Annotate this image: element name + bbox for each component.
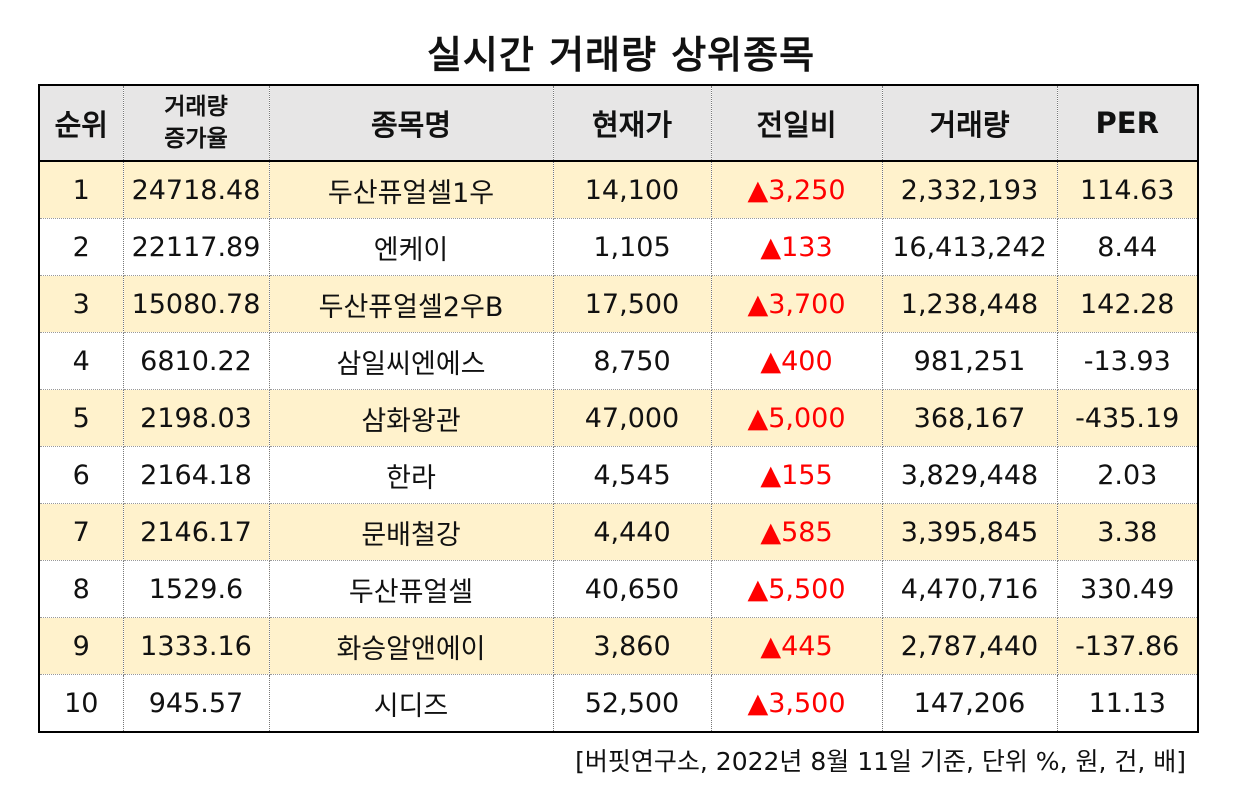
cell-stock-name: 한라: [268, 446, 554, 504]
cell-volume: 16,413,242: [881, 218, 1058, 276]
cell-current-price: 4,545: [552, 446, 712, 504]
cell-rank: 3: [38, 275, 124, 333]
cell-rank: 4: [38, 332, 124, 390]
cell-per: 142.28: [1056, 275, 1199, 333]
source-note: [버핏연구소, 2022년 8월 11일 기준, 단위 %, 원, 건, 배]: [575, 747, 1186, 776]
cell-change: ▲3,700: [710, 275, 883, 333]
cell-change: ▲3,500: [710, 674, 883, 733]
cell-stock-name: 화승알앤에이: [268, 617, 554, 675]
cell-current-price: 8,750: [552, 332, 712, 390]
cell-volume: 147,206: [881, 674, 1058, 733]
table-row: 4 6810.22 삼일씨엔에스 8,750 ▲400 981,251 -13.93: [38, 332, 1199, 390]
header-rate-line1: 거래량: [164, 94, 228, 120]
table-row: 5 2198.03 삼화왕관 47,000 ▲5,000 368,167 -435.19: [38, 389, 1199, 447]
cell-volume: 2,332,193: [881, 161, 1058, 219]
table-row: 10 945.57 시디즈 52,500 ▲3,500 147,206 11.13: [38, 674, 1199, 733]
cell-current-price: 4,440: [552, 503, 712, 561]
cell-volume-increase-rate: 2198.03: [122, 389, 270, 447]
header-rank: 순위: [38, 85, 124, 162]
cell-stock-name: 문배철강: [268, 503, 554, 561]
cell-current-price: 17,500: [552, 275, 712, 333]
cell-stock-name: 삼일씨엔에스: [268, 332, 554, 390]
cell-volume: 1,238,448: [881, 275, 1058, 333]
cell-volume-increase-rate: 15080.78: [122, 275, 270, 333]
cell-volume: 4,470,716: [881, 560, 1058, 618]
cell-current-price: 1,105: [552, 218, 712, 276]
cell-volume: 2,787,440: [881, 617, 1058, 675]
cell-change: ▲3,250: [710, 161, 883, 219]
cell-per: -13.93: [1056, 332, 1199, 390]
table-row: 3 15080.78 두산퓨얼셀2우B 17,500 ▲3,700 1,238,448 14…: [38, 275, 1199, 333]
cell-change: ▲133: [710, 218, 883, 276]
cell-rank: 10: [38, 674, 124, 733]
cell-volume: 3,395,845: [881, 503, 1058, 561]
cell-per: 330.49: [1056, 560, 1199, 618]
cell-per: -137.86: [1056, 617, 1199, 675]
cell-rank: 7: [38, 503, 124, 561]
cell-volume-increase-rate: 22117.89: [122, 218, 270, 276]
cell-volume: 3,829,448: [881, 446, 1058, 504]
header-per: PER: [1056, 85, 1199, 162]
header-volume: 거래량: [881, 85, 1058, 162]
cell-per: 114.63: [1056, 161, 1199, 219]
cell-volume-increase-rate: 945.57: [122, 674, 270, 733]
cell-current-price: 14,100: [552, 161, 712, 219]
cell-change: ▲5,000: [710, 389, 883, 447]
cell-stock-name: 두산퓨얼셀: [268, 560, 554, 618]
cell-stock-name: 두산퓨얼셀2우B: [268, 275, 554, 333]
cell-volume-increase-rate: 1333.16: [122, 617, 270, 675]
cell-current-price: 3,860: [552, 617, 712, 675]
cell-per: 3.38: [1056, 503, 1199, 561]
cell-per: -435.19: [1056, 389, 1199, 447]
cell-volume-increase-rate: 1529.6: [122, 560, 270, 618]
volume-ranking-table-container: 순위 거래량 증가율 종목명 현재가 전일비 거래량 PER 1 24718.48…: [38, 84, 1199, 733]
cell-volume: 981,251: [881, 332, 1058, 390]
table-row: 7 2146.17 문배철강 4,440 ▲585 3,395,845 3.38: [38, 503, 1199, 561]
cell-change: ▲5,500: [710, 560, 883, 618]
cell-volume-increase-rate: 2146.17: [122, 503, 270, 561]
cell-volume-increase-rate: 24718.48: [122, 161, 270, 219]
cell-volume-increase-rate: 2164.18: [122, 446, 270, 504]
table-row: 9 1333.16 화승알앤에이 3,860 ▲445 2,787,440 -137.86: [38, 617, 1199, 675]
cell-rank: 1: [38, 161, 124, 219]
table-row: 2 22117.89 엔케이 1,105 ▲133 16,413,242 8.44: [38, 218, 1199, 276]
header-volume-increase-rate: 거래량 증가율: [122, 85, 270, 162]
cell-rank: 9: [38, 617, 124, 675]
cell-current-price: 52,500: [552, 674, 712, 733]
table-row: 8 1529.6 두산퓨얼셀 40,650 ▲5,500 4,470,716 330.49: [38, 560, 1199, 618]
table-row: 6 2164.18 한라 4,545 ▲155 3,829,448 2.03: [38, 446, 1199, 504]
header-rate-line2: 증가율: [164, 126, 228, 152]
cell-change: ▲400: [710, 332, 883, 390]
cell-volume: 368,167: [881, 389, 1058, 447]
cell-per: 2.03: [1056, 446, 1199, 504]
cell-rank: 2: [38, 218, 124, 276]
page-title: 실시간 거래량 상위종목: [426, 33, 816, 77]
cell-volume-increase-rate: 6810.22: [122, 332, 270, 390]
cell-per: 11.13: [1056, 674, 1199, 733]
cell-rank: 8: [38, 560, 124, 618]
cell-change: ▲155: [710, 446, 883, 504]
cell-rank: 6: [38, 446, 124, 504]
header-change: 전일비: [710, 85, 883, 162]
cell-stock-name: 시디즈: [268, 674, 554, 733]
table-body: 1 24718.48 두산퓨얼셀1우 14,100 ▲3,250 2,332,193 114…: [38, 161, 1199, 733]
cell-stock-name: 삼화왕관: [268, 389, 554, 447]
header-stock-name: 종목명: [268, 85, 554, 162]
cell-stock-name: 두산퓨얼셀1우: [268, 161, 554, 219]
table-header-row: 순위 거래량 증가율 종목명 현재가 전일비 거래량 PER: [38, 85, 1199, 162]
cell-stock-name: 엔케이: [268, 218, 554, 276]
cell-change: ▲585: [710, 503, 883, 561]
volume-ranking-table: 순위 거래량 증가율 종목명 현재가 전일비 거래량 PER 1 24718.48…: [38, 84, 1199, 733]
cell-change: ▲445: [710, 617, 883, 675]
table-row: 1 24718.48 두산퓨얼셀1우 14,100 ▲3,250 2,332,193 114…: [38, 161, 1199, 219]
header-current-price: 현재가: [552, 85, 712, 162]
cell-current-price: 40,650: [552, 560, 712, 618]
cell-per: 8.44: [1056, 218, 1199, 276]
cell-rank: 5: [38, 389, 124, 447]
cell-current-price: 47,000: [552, 389, 712, 447]
